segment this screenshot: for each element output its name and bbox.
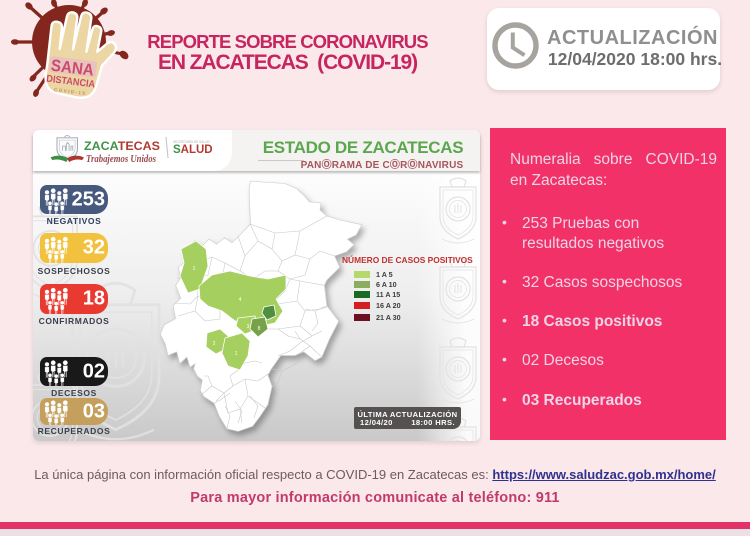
svg-text:2: 2 xyxy=(213,341,216,347)
svg-text:4: 4 xyxy=(239,297,242,303)
svg-text:SANA: SANA xyxy=(50,57,95,80)
svg-text:1: 1 xyxy=(235,351,238,357)
svg-text:COVID-19: COVID-19 xyxy=(54,87,87,96)
svg-text:8: 8 xyxy=(258,326,261,332)
svg-text:SECRETARÍA DE SALUD: SECRETARÍA DE SALUD xyxy=(173,140,210,144)
svg-text:1: 1 xyxy=(193,266,196,272)
svg-text:Trabajemos Unidos: Trabajemos Unidos xyxy=(86,153,156,165)
svg-text:SALUD: SALUD xyxy=(173,144,213,156)
svg-text:ZACATECAS: ZACA TECAS xyxy=(84,139,160,153)
svg-text:3: 3 xyxy=(247,324,250,330)
